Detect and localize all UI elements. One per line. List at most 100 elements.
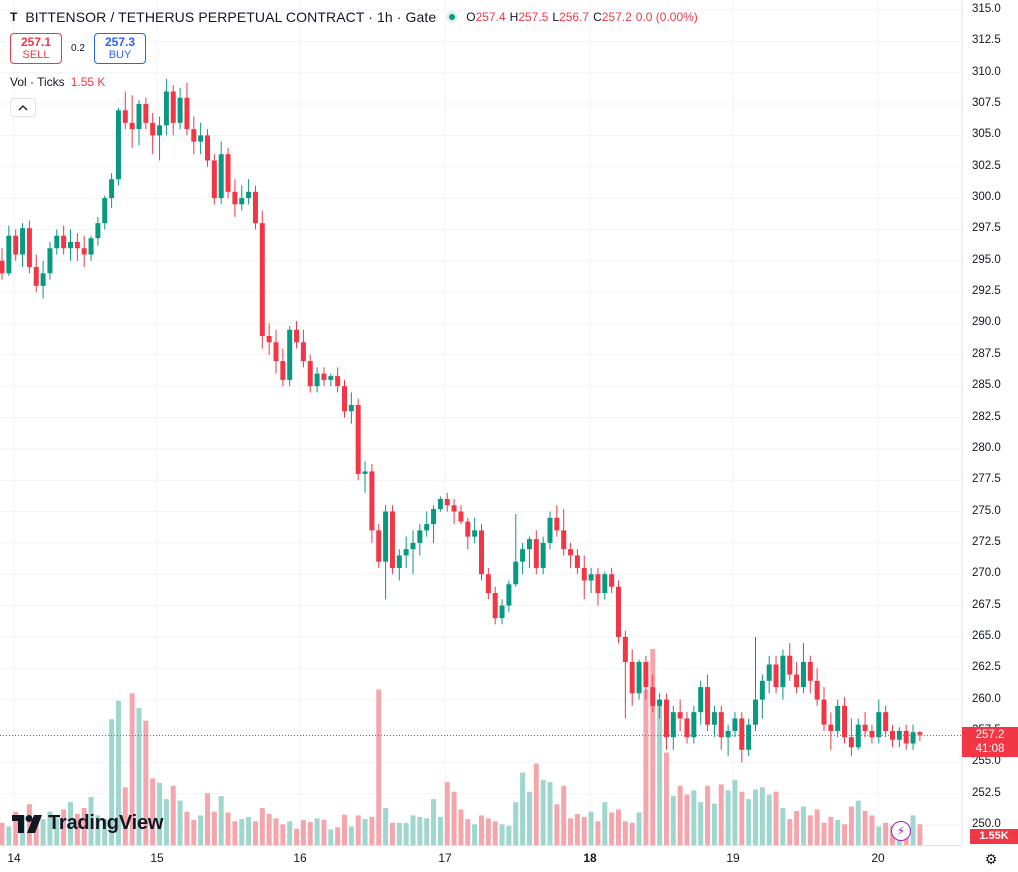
candle[interactable] xyxy=(835,699,841,738)
candle[interactable] xyxy=(417,524,423,556)
candle[interactable] xyxy=(739,712,745,763)
candle[interactable] xyxy=(787,643,793,681)
candle[interactable] xyxy=(629,649,635,706)
candle[interactable] xyxy=(252,185,258,230)
candle[interactable] xyxy=(848,718,854,757)
candle[interactable] xyxy=(68,229,73,261)
candle[interactable] xyxy=(403,536,409,568)
candle[interactable] xyxy=(896,727,902,748)
candle[interactable] xyxy=(389,505,395,575)
gear-icon[interactable]: ⚙ xyxy=(984,850,998,867)
candle[interactable] xyxy=(225,147,231,199)
candle[interactable] xyxy=(821,687,827,731)
symbol-title[interactable]: BITTENSOR / TETHERUS PERPETUAL CONTRACT … xyxy=(25,9,437,25)
candle[interactable] xyxy=(246,179,252,205)
candle[interactable] xyxy=(595,567,601,606)
candle[interactable] xyxy=(0,248,5,280)
candle[interactable] xyxy=(499,599,505,625)
candle[interactable] xyxy=(855,718,861,750)
candle[interactable] xyxy=(451,499,457,525)
candle[interactable] xyxy=(677,699,683,731)
collapse-legend-button[interactable] xyxy=(10,98,36,117)
candle[interactable] xyxy=(163,78,169,136)
candle[interactable] xyxy=(616,580,621,644)
candle[interactable] xyxy=(574,549,580,575)
candle[interactable] xyxy=(444,492,450,512)
candle[interactable] xyxy=(554,505,560,537)
candle[interactable] xyxy=(917,730,923,741)
candle[interactable] xyxy=(136,100,142,146)
candle[interactable] xyxy=(314,367,320,393)
candle[interactable] xyxy=(691,705,697,744)
buy-button[interactable]: 257.3 BUY xyxy=(94,33,146,64)
candle[interactable] xyxy=(205,129,210,167)
candle[interactable] xyxy=(410,530,416,575)
candle[interactable] xyxy=(300,329,306,368)
lightning-bolt-icon[interactable]: ⚡ xyxy=(891,821,911,841)
candle[interactable] xyxy=(211,154,217,205)
candle[interactable] xyxy=(876,699,882,744)
candle[interactable] xyxy=(588,567,594,594)
candle[interactable] xyxy=(533,530,539,575)
candle[interactable] xyxy=(232,179,238,217)
candle[interactable] xyxy=(705,674,711,731)
candle[interactable] xyxy=(540,536,546,575)
candle[interactable] xyxy=(191,116,197,155)
candle[interactable] xyxy=(280,348,286,387)
candle[interactable] xyxy=(650,674,656,713)
candle[interactable] xyxy=(40,260,46,299)
candle[interactable] xyxy=(177,87,183,130)
candle[interactable] xyxy=(472,517,478,543)
candle[interactable] xyxy=(321,367,327,387)
candle[interactable] xyxy=(74,233,80,261)
candle[interactable] xyxy=(862,712,868,738)
candle[interactable] xyxy=(109,173,115,209)
candle[interactable] xyxy=(794,662,800,694)
volume-legend[interactable]: Vol · Ticks 1.55 K xyxy=(10,75,105,89)
candle[interactable] xyxy=(198,122,204,155)
candle[interactable] xyxy=(842,697,848,744)
candle[interactable] xyxy=(780,649,786,700)
candle[interactable] xyxy=(506,580,512,612)
candle[interactable] xyxy=(568,542,574,568)
candle[interactable] xyxy=(526,536,532,568)
candle[interactable] xyxy=(547,511,553,550)
candle[interactable] xyxy=(431,505,437,543)
candle[interactable] xyxy=(479,524,484,581)
tradingview-logo[interactable]: TradingView xyxy=(12,812,163,835)
candle[interactable] xyxy=(369,463,375,543)
candle[interactable] xyxy=(396,549,402,581)
candle[interactable] xyxy=(20,223,26,268)
candle[interactable] xyxy=(800,643,806,694)
candle[interactable] xyxy=(581,555,587,600)
candle[interactable] xyxy=(718,705,724,750)
candle[interactable] xyxy=(622,630,628,719)
candle[interactable] xyxy=(102,195,108,230)
candle[interactable] xyxy=(115,107,121,186)
candle[interactable] xyxy=(61,225,67,255)
candle[interactable] xyxy=(609,567,615,594)
candle[interactable] xyxy=(636,659,642,700)
symbol-legend[interactable]: T BITTENSOR / TETHERUS PERPETUAL CONTRAC… xyxy=(10,8,702,26)
candle[interactable] xyxy=(458,505,464,525)
candle[interactable] xyxy=(342,379,347,418)
candle[interactable] xyxy=(773,655,779,694)
candle[interactable] xyxy=(348,392,354,424)
candle[interactable] xyxy=(814,668,820,706)
candle[interactable] xyxy=(88,235,94,261)
candle[interactable] xyxy=(157,116,163,161)
candle[interactable] xyxy=(259,210,265,349)
candle[interactable] xyxy=(766,655,772,694)
candle[interactable] xyxy=(376,524,382,568)
candle[interactable] xyxy=(746,718,752,757)
candle[interactable] xyxy=(6,225,12,276)
candle[interactable] xyxy=(33,254,39,293)
candle[interactable] xyxy=(81,235,87,268)
candle[interactable] xyxy=(122,91,128,130)
candle[interactable] xyxy=(670,705,676,750)
candle[interactable] xyxy=(602,571,608,600)
candle[interactable] xyxy=(684,712,690,744)
candle[interactable] xyxy=(383,505,389,600)
market-status-icon[interactable] xyxy=(446,11,459,23)
candle[interactable] xyxy=(828,712,834,750)
